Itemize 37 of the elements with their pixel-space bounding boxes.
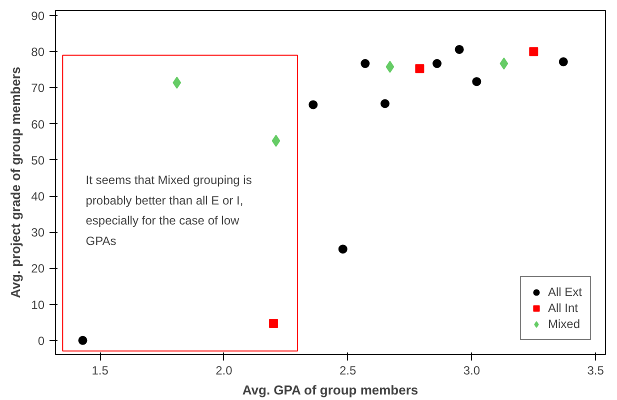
- y-tick-label: 0: [38, 334, 45, 348]
- annotation: It seems that Mixed grouping is probably better than all E or I, especially for the case of low GPAs: [86, 172, 252, 248]
- legend-label: Mixed: [548, 317, 580, 331]
- y-tick-label: 70: [31, 81, 45, 96]
- x-tick-label: 2.5: [340, 364, 357, 378]
- point: [380, 99, 390, 108]
- y-tick-label: 30: [31, 226, 45, 240]
- x-tick-label: 1.5: [92, 364, 109, 378]
- point: [386, 60, 394, 73]
- point: [454, 44, 464, 54]
- x-axis-title: Avg. GPA of group members: [242, 382, 418, 398]
- point: [360, 59, 370, 68]
- point: [338, 244, 348, 254]
- y-tick-label: 50: [31, 153, 45, 168]
- point: [472, 77, 482, 86]
- point: [500, 58, 508, 70]
- x-tick-label: 2.0: [216, 364, 233, 378]
- point: [529, 47, 538, 56]
- x-tick-label: 3.5: [587, 364, 604, 378]
- point: [269, 318, 278, 328]
- legend-label: All Int: [548, 301, 578, 315]
- x-tick-label: 3.0: [463, 364, 480, 378]
- y-tick-label: 40: [31, 190, 45, 204]
- y-tick-label: 90: [31, 9, 45, 24]
- point: [558, 57, 568, 66]
- point: [172, 76, 182, 89]
- y-tick-label: 10: [31, 298, 45, 312]
- point: [78, 336, 88, 345]
- legend-label: All Ext: [548, 285, 582, 299]
- y-tick-label: 20: [31, 262, 45, 276]
- y-tick-label: 80: [31, 45, 45, 60]
- y-tick-label: 60: [31, 117, 45, 132]
- point: [432, 59, 442, 68]
- point: [415, 64, 424, 74]
- point: [272, 134, 280, 147]
- point: [308, 100, 318, 110]
- y-axis-title: Avg. project grade of group members: [8, 66, 24, 298]
